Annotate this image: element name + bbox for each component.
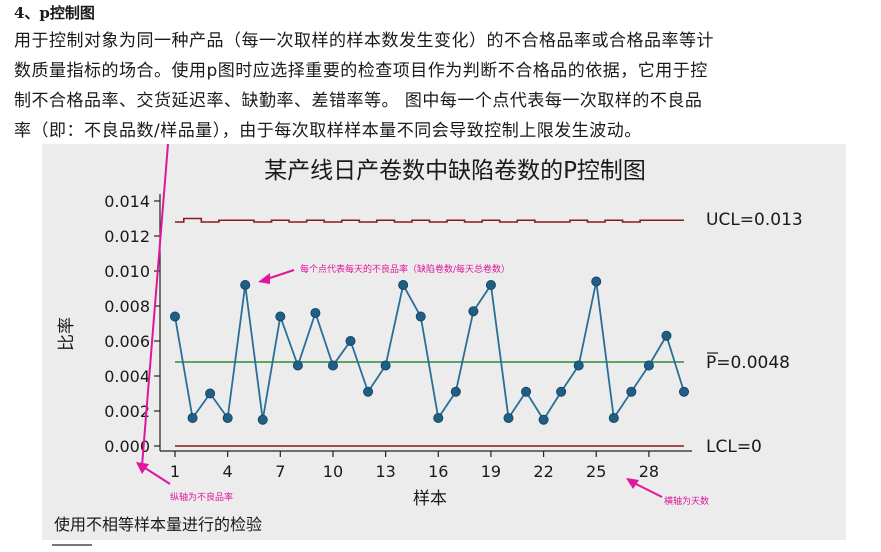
data-point (415, 311, 426, 322)
y-tick-label: 0.010 (104, 262, 150, 281)
data-point (187, 412, 198, 423)
data-point (521, 386, 532, 397)
lcl-label: LCL=0 (706, 437, 762, 457)
ucl-line (175, 217, 684, 223)
p-control-chart: 某产线日产卷数中缺陷卷数的P控制图 0.000 0.002 0.004 0.006 0.… (42, 144, 846, 540)
data-point (661, 330, 672, 341)
data-point (573, 360, 584, 371)
x-tick-label: 19 (481, 462, 501, 481)
data-point (433, 412, 444, 423)
annotation-arrow-xaxis (626, 478, 663, 498)
data-point (222, 412, 233, 423)
data-point (468, 306, 479, 317)
data-point (380, 360, 391, 371)
y-tick-label: 0.014 (104, 192, 150, 211)
center-label: P=0.0048 (706, 353, 790, 373)
x-tick-label: 28 (639, 462, 659, 481)
x-tick-label: 10 (323, 462, 343, 481)
annotation-y-meaning: 纵轴为不良品率 (170, 491, 233, 503)
data-point (310, 307, 321, 318)
y-tick-label: 0.002 (104, 402, 150, 421)
x-tick-label: 4 (223, 462, 233, 481)
chart-svg: 某产线日产卷数中缺陷卷数的P控制图 0.000 0.002 0.004 0.006 0.… (54, 144, 803, 534)
data-point (503, 412, 514, 423)
description-paragraph: 用于控制对象为同一种产品（每一次取样的样本数发生变化）的不合格品率或合格品率等计… (14, 26, 876, 146)
bottom-divider (52, 544, 92, 546)
data-point (643, 360, 654, 371)
y-axis-label: 比率 (57, 317, 77, 351)
data-point (485, 279, 496, 290)
data-point (608, 412, 619, 423)
annotation-arrow-yaxis (136, 144, 171, 485)
data-point (327, 360, 338, 371)
chart-title: 某产线日产卷数中缺陷卷数的P控制图 (264, 158, 646, 184)
ucl-label: UCL=0.013 (706, 210, 803, 230)
x-tick-label: 1 (170, 462, 180, 481)
data-point (240, 279, 251, 290)
section-heading: 4、p控制图 (14, 4, 95, 22)
data-point (363, 386, 374, 397)
data-point (556, 386, 567, 397)
data-point (205, 388, 216, 399)
data-point (345, 335, 356, 346)
data-point (257, 414, 268, 425)
x-tick-label: 13 (375, 462, 395, 481)
y-tick-label: 0.004 (104, 367, 150, 386)
y-tick-label: 0.012 (104, 227, 150, 246)
x-tick-label: 22 (533, 462, 553, 481)
paragraph-line: 用于控制对象为同一种产品（每一次取样的样本数发生变化）的不合格品率或合格品率等计 (14, 31, 714, 51)
x-tick-label: 16 (428, 462, 448, 481)
data-point (591, 276, 602, 287)
x-axis-label: 样本 (413, 489, 447, 509)
data-point (538, 414, 549, 425)
paragraph-line: 制不合格品率、交货延迟率、缺勤率、差错率等。 图中每一个点代表每一次取样的不良品 (14, 91, 703, 111)
chart-footer: 使用不相等样本量进行的检验 (54, 515, 262, 534)
y-tick-label: 0.008 (104, 297, 150, 316)
x-tick-label: 25 (586, 462, 606, 481)
paragraph-line: 率（即：不良品数/样品量），由于每次取样样本量不同会导致控制上限发生波动。 (14, 121, 642, 141)
paragraph-line: 数质量指标的场合。使用p图时应选择重要的检查项目作为判断不合格品的依据，它用于控 (14, 61, 708, 81)
x-tick-label: 7 (275, 462, 285, 481)
data-point (626, 386, 637, 397)
data-point (169, 311, 180, 322)
y-tick-label: 0.000 (104, 437, 150, 456)
data-point (450, 386, 461, 397)
data-point (292, 360, 303, 371)
annotation-point-meaning: 每个点代表每天的不良品率（缺陷卷数/每天总卷数） (300, 263, 510, 275)
y-tick-label: 0.006 (104, 332, 150, 351)
data-point (275, 311, 286, 322)
series-line (174, 281, 685, 422)
data-point (398, 279, 409, 290)
data-point (679, 386, 690, 397)
annotation-x-meaning: 横轴为天数 (664, 495, 709, 507)
annotation-arrow-point (258, 269, 295, 284)
